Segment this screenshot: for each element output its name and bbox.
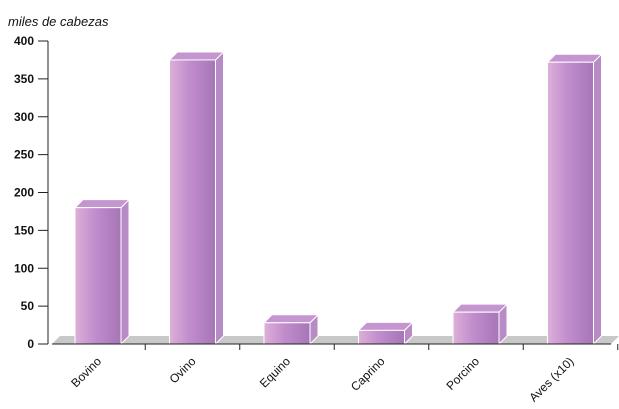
y-axis-unit-label: miles de cabezas [8, 14, 109, 29]
bar-side-face [215, 50, 224, 346]
bar-side-face [593, 53, 602, 346]
bar-front-face [358, 329, 405, 345]
bar-top-face [451, 303, 509, 313]
y-axis: 0 50 100 150 200 250 300 350 400 [14, 34, 49, 351]
floor-plane [52, 336, 619, 344]
bar [73, 198, 131, 346]
x-axis: Bovino Ovino Equino Caprino Porcino Aves (x10… [52, 343, 619, 405]
bar [168, 50, 225, 346]
bar [357, 321, 414, 346]
y-tick-label: 400 [14, 34, 34, 48]
y-tick-label: 50 [21, 299, 35, 313]
bar-top-face [262, 314, 320, 324]
x-tick-label: Bovino [68, 354, 104, 390]
bar-top-face [546, 53, 603, 63]
bar [546, 53, 603, 346]
y-tick-label: 100 [14, 261, 34, 275]
y-tick-label: 300 [14, 110, 34, 124]
bars [73, 50, 603, 346]
x-tick-label: Ovino [167, 354, 199, 386]
y-tick-label: 0 [27, 337, 34, 351]
y-tick-label: 250 [14, 148, 34, 162]
bar-top-face [357, 321, 414, 331]
bar-front-face [169, 59, 216, 345]
bar-top-face [168, 51, 225, 61]
bar-side-face [120, 198, 130, 346]
x-tick-label: Equino [257, 354, 294, 391]
x-tick-label: Aves (x10) [526, 354, 576, 404]
bar-front-face [547, 61, 594, 345]
bar-front-face [74, 207, 122, 345]
y-tick-label: 200 [14, 186, 34, 200]
bar [262, 313, 320, 346]
x-tick-label: Porcino [443, 354, 482, 393]
y-tick-label: 350 [14, 72, 34, 86]
chart-floor [52, 336, 619, 344]
bar-front-face [452, 311, 500, 345]
bar-front-face [263, 322, 311, 345]
y-tick-label: 150 [14, 223, 34, 237]
bar-top-face [73, 199, 131, 209]
x-tick-label: Caprino [348, 354, 388, 394]
bar [451, 302, 509, 346]
